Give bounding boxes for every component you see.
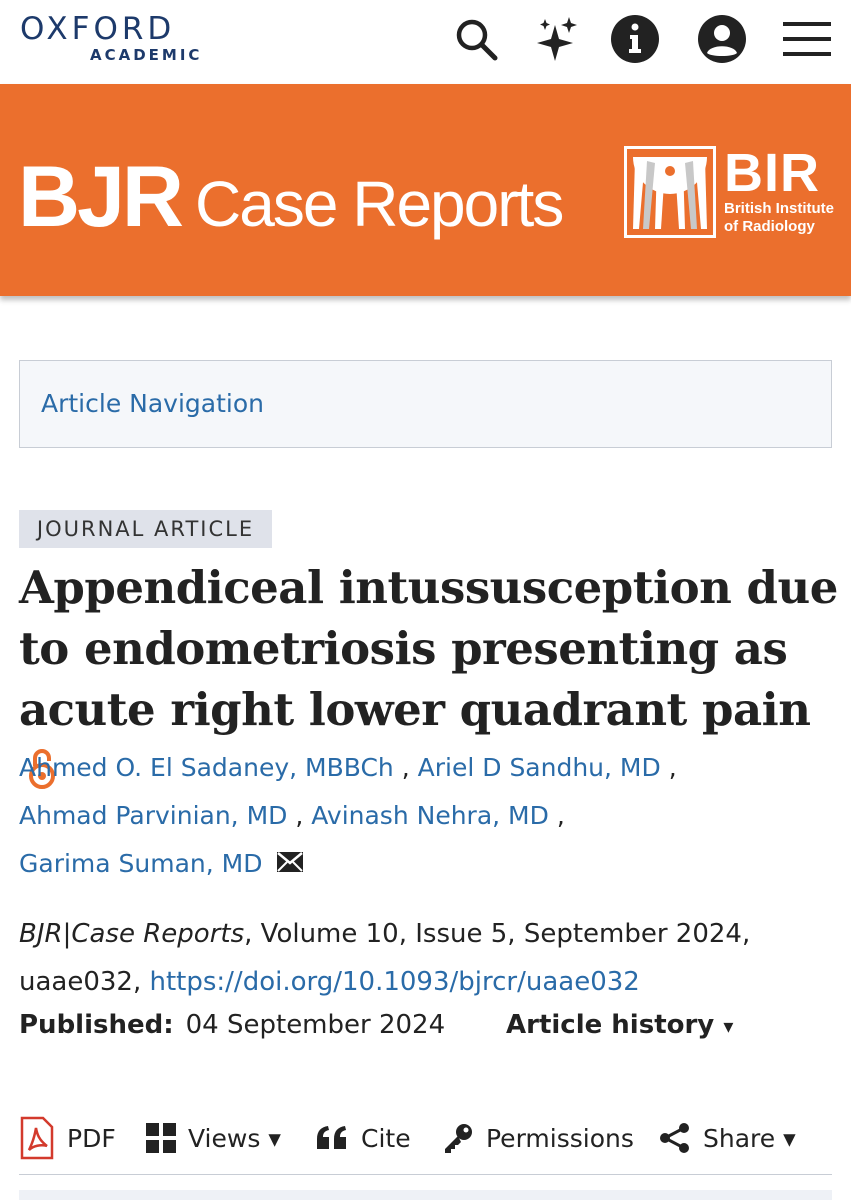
chevron-down-icon: ▾ [783, 1123, 796, 1153]
toolbar-divider [19, 1174, 832, 1175]
article-history-label: Article history [506, 1010, 715, 1040]
chevron-down-icon: ▾ [723, 1014, 734, 1038]
grid-icon [146, 1123, 176, 1153]
journal-banner [0, 84, 851, 296]
bir-text: BIR British Institute of Radiology [724, 146, 834, 236]
article-toolbar: PDF Views ▾ Cite Permissions Share ▾ [19, 1108, 832, 1168]
key-icon [445, 1124, 472, 1153]
author-list: Ahmed O. El Sadaney, MBBCh , Ariel D San… [19, 744, 839, 889]
citation-details: , Volume 10, Issue 5, September 2024, [244, 919, 751, 949]
article-title: Appendiceal intussusception due to endom… [19, 561, 838, 736]
bir-logo[interactable]: BIR British Institute of Radiology [624, 146, 834, 238]
logo-line1: OXFORD [20, 11, 176, 47]
article-navigation-label: Article Navigation [41, 389, 264, 418]
permissions-label: Permissions [486, 1123, 634, 1153]
cite-label: Cite [361, 1123, 411, 1153]
pdf-icon [20, 1116, 54, 1160]
views-label: Views [188, 1123, 261, 1153]
account-icon[interactable] [697, 14, 747, 64]
published-row: Published: 04 September 2024 Article hist… [19, 1010, 839, 1040]
citation-id: uaae032, [19, 967, 150, 997]
article-type-badge: JOURNAL ARTICLE [19, 510, 272, 548]
doi-link[interactable]: https://doi.org/10.1093/bjrcr/uaae032 [149, 967, 640, 997]
author-separator: , [295, 801, 304, 830]
info-icon[interactable] [610, 14, 660, 64]
sparkle-icon[interactable] [532, 14, 582, 64]
author-separator: , [556, 801, 565, 830]
published-label: Published: [19, 1010, 174, 1040]
bir-abbr: BIR [724, 143, 820, 203]
open-access-icon [27, 744, 57, 805]
author-link[interactable]: Avinash Nehra, MD [311, 801, 549, 830]
author-line-2: Ahmad Parvinian, MD , Avinash Nehra, MD … [19, 792, 839, 840]
content-strip [19, 1190, 832, 1200]
pdf-label: PDF [67, 1123, 116, 1153]
journal-title-rest: Case Reports [195, 168, 564, 240]
author-line-3: Garima Suman, MD [19, 840, 839, 889]
published-date: 04 September 2024 [185, 1010, 446, 1040]
chevron-down-icon: ▾ [268, 1123, 281, 1153]
author-separator: , [401, 753, 410, 782]
article-history-toggle[interactable]: Article history ▾ [506, 1010, 733, 1040]
citation-journal: BJR|Case Reports [19, 919, 245, 949]
journal-title-bold: BJR [18, 149, 184, 245]
top-bar: OXFORD ACADEMIC [0, 0, 851, 84]
logo-line2: ACADEMIC [90, 46, 203, 64]
bir-emblem-icon [624, 146, 716, 238]
bir-name-line1: British Institute [724, 200, 835, 217]
bir-name-line2: of Radiology [724, 218, 815, 235]
menu-icon[interactable] [782, 14, 832, 64]
share-icon [660, 1123, 689, 1153]
permissions-button[interactable]: Permissions [442, 1108, 634, 1168]
share-dropdown[interactable]: Share ▾ [659, 1108, 796, 1168]
author-link[interactable]: Ahmed O. El Sadaney, MBBCh [19, 753, 394, 782]
views-dropdown[interactable]: Views ▾ [146, 1108, 281, 1168]
article-navigation-dropdown[interactable]: Article Navigation [19, 360, 832, 448]
author-link[interactable]: Garima Suman, MD [19, 849, 263, 878]
pdf-button[interactable]: PDF [19, 1108, 116, 1168]
citation-block: BJR|Case Reports, Volume 10, Issue 5, Se… [19, 910, 839, 1006]
article-title-block: Appendiceal intussusception due to endom… [19, 557, 839, 805]
share-label: Share [703, 1123, 776, 1153]
author-line-1: Ahmed O. El Sadaney, MBBCh , Ariel D San… [19, 744, 839, 792]
quote-icon [317, 1126, 346, 1149]
author-link[interactable]: Ariel D Sandhu, MD [417, 753, 661, 782]
journal-title[interactable]: BJR Case Reports [18, 148, 564, 247]
email-icon[interactable] [276, 841, 304, 889]
search-icon[interactable] [451, 14, 501, 64]
oxford-academic-logo[interactable]: OXFORD ACADEMIC [20, 12, 202, 64]
author-separator: , [668, 753, 677, 782]
cite-button[interactable]: Cite [315, 1108, 411, 1168]
author-link[interactable]: Ahmad Parvinian, MD [19, 801, 288, 830]
